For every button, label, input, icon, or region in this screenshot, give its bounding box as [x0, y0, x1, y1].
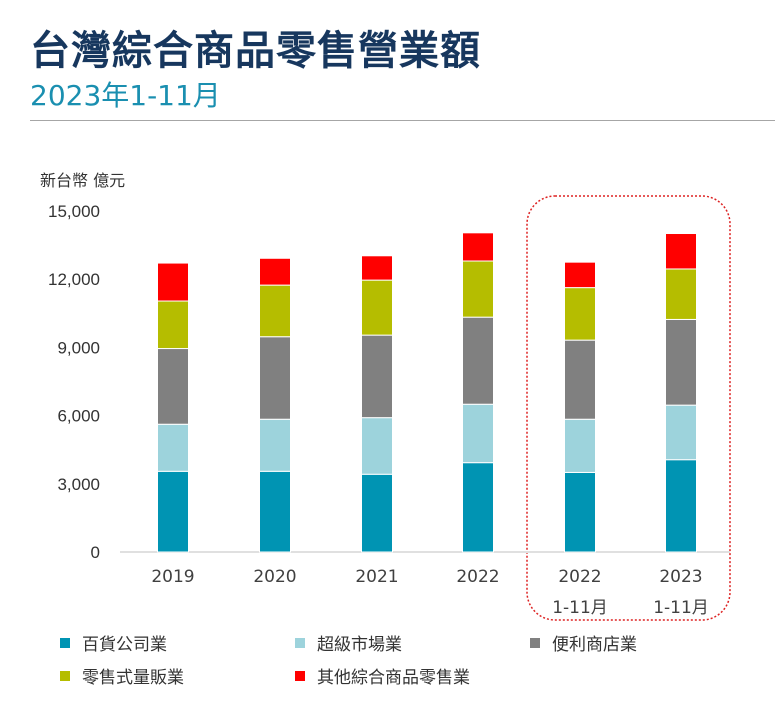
bar-segment	[462, 403, 494, 464]
page-subtitle: 2023年1-11月	[30, 79, 221, 112]
bar-segment	[665, 459, 697, 553]
bar-segment	[462, 260, 494, 318]
title-divider	[30, 120, 775, 121]
legend-swatch	[60, 670, 70, 681]
legend-label: 便利商店業	[552, 635, 637, 655]
bar-segment	[462, 462, 494, 553]
bar-segment	[564, 261, 596, 289]
legend-swatch	[295, 637, 305, 648]
y-tick-label: 3,000	[57, 475, 100, 494]
bar-segment	[259, 257, 291, 286]
x-tick-label: 2021	[355, 567, 398, 587]
legend-item: 超級市場業	[295, 630, 402, 655]
bar-segment	[564, 471, 596, 553]
bar-segment	[665, 233, 697, 270]
y-tick-label: 0	[91, 543, 100, 562]
bar-segment	[361, 473, 393, 553]
y-tick-label: 12,000	[48, 270, 100, 289]
legend-label: 零售式量販業	[82, 668, 184, 688]
highlight-box	[526, 195, 731, 621]
bar-segment	[361, 334, 393, 419]
bar-segment	[564, 418, 596, 473]
x-tick-label: 1-11月	[552, 598, 608, 618]
y-axis-label: 新台幣 億元	[40, 171, 125, 190]
bar-segment	[157, 470, 189, 553]
x-tick-label: 2020	[253, 567, 296, 587]
bar-segment	[361, 279, 393, 336]
bar-segment	[157, 423, 189, 472]
bar-segment	[665, 404, 697, 461]
y-tick-label: 15,000	[48, 202, 100, 221]
legend-item: 百貨公司業	[60, 630, 167, 655]
legend-item: 便利商店業	[530, 630, 637, 655]
legend-swatch	[60, 637, 70, 648]
legend-swatch	[295, 670, 305, 681]
x-tick-label: 2022	[456, 567, 499, 587]
y-tick-label: 9,000	[57, 338, 100, 357]
legend-label: 百貨公司業	[82, 635, 167, 655]
bar-segment	[564, 287, 596, 341]
x-tick-label: 2023	[659, 567, 702, 587]
legend-label: 超級市場業	[317, 635, 402, 655]
x-tick-label: 2022	[558, 567, 601, 587]
bar-segment	[564, 339, 596, 420]
legend-item: 其他綜合商品零售業	[295, 663, 470, 688]
x-tick-label: 2019	[151, 567, 194, 587]
x-tick-label: 1-11月	[653, 598, 709, 618]
bar-segment	[157, 262, 189, 302]
bar-segment	[665, 268, 697, 320]
bar-segment	[462, 316, 494, 405]
bar-segment	[361, 255, 393, 281]
bar-segment	[259, 336, 291, 420]
bar-segment	[157, 300, 189, 350]
bar-segment	[462, 232, 494, 262]
bar-segment	[665, 318, 697, 406]
legend-item: 零售式量販業	[60, 663, 184, 688]
page-title: 台灣綜合商品零售營業額	[30, 28, 481, 74]
bar-segment	[157, 348, 189, 425]
bar-segment	[259, 418, 291, 472]
bar-segment	[259, 470, 291, 553]
legend-label: 其他綜合商品零售業	[317, 668, 470, 688]
legend-swatch	[530, 637, 540, 648]
bar-segment	[259, 284, 291, 338]
bar-segment	[361, 417, 393, 475]
y-tick-label: 6,000	[57, 407, 100, 426]
